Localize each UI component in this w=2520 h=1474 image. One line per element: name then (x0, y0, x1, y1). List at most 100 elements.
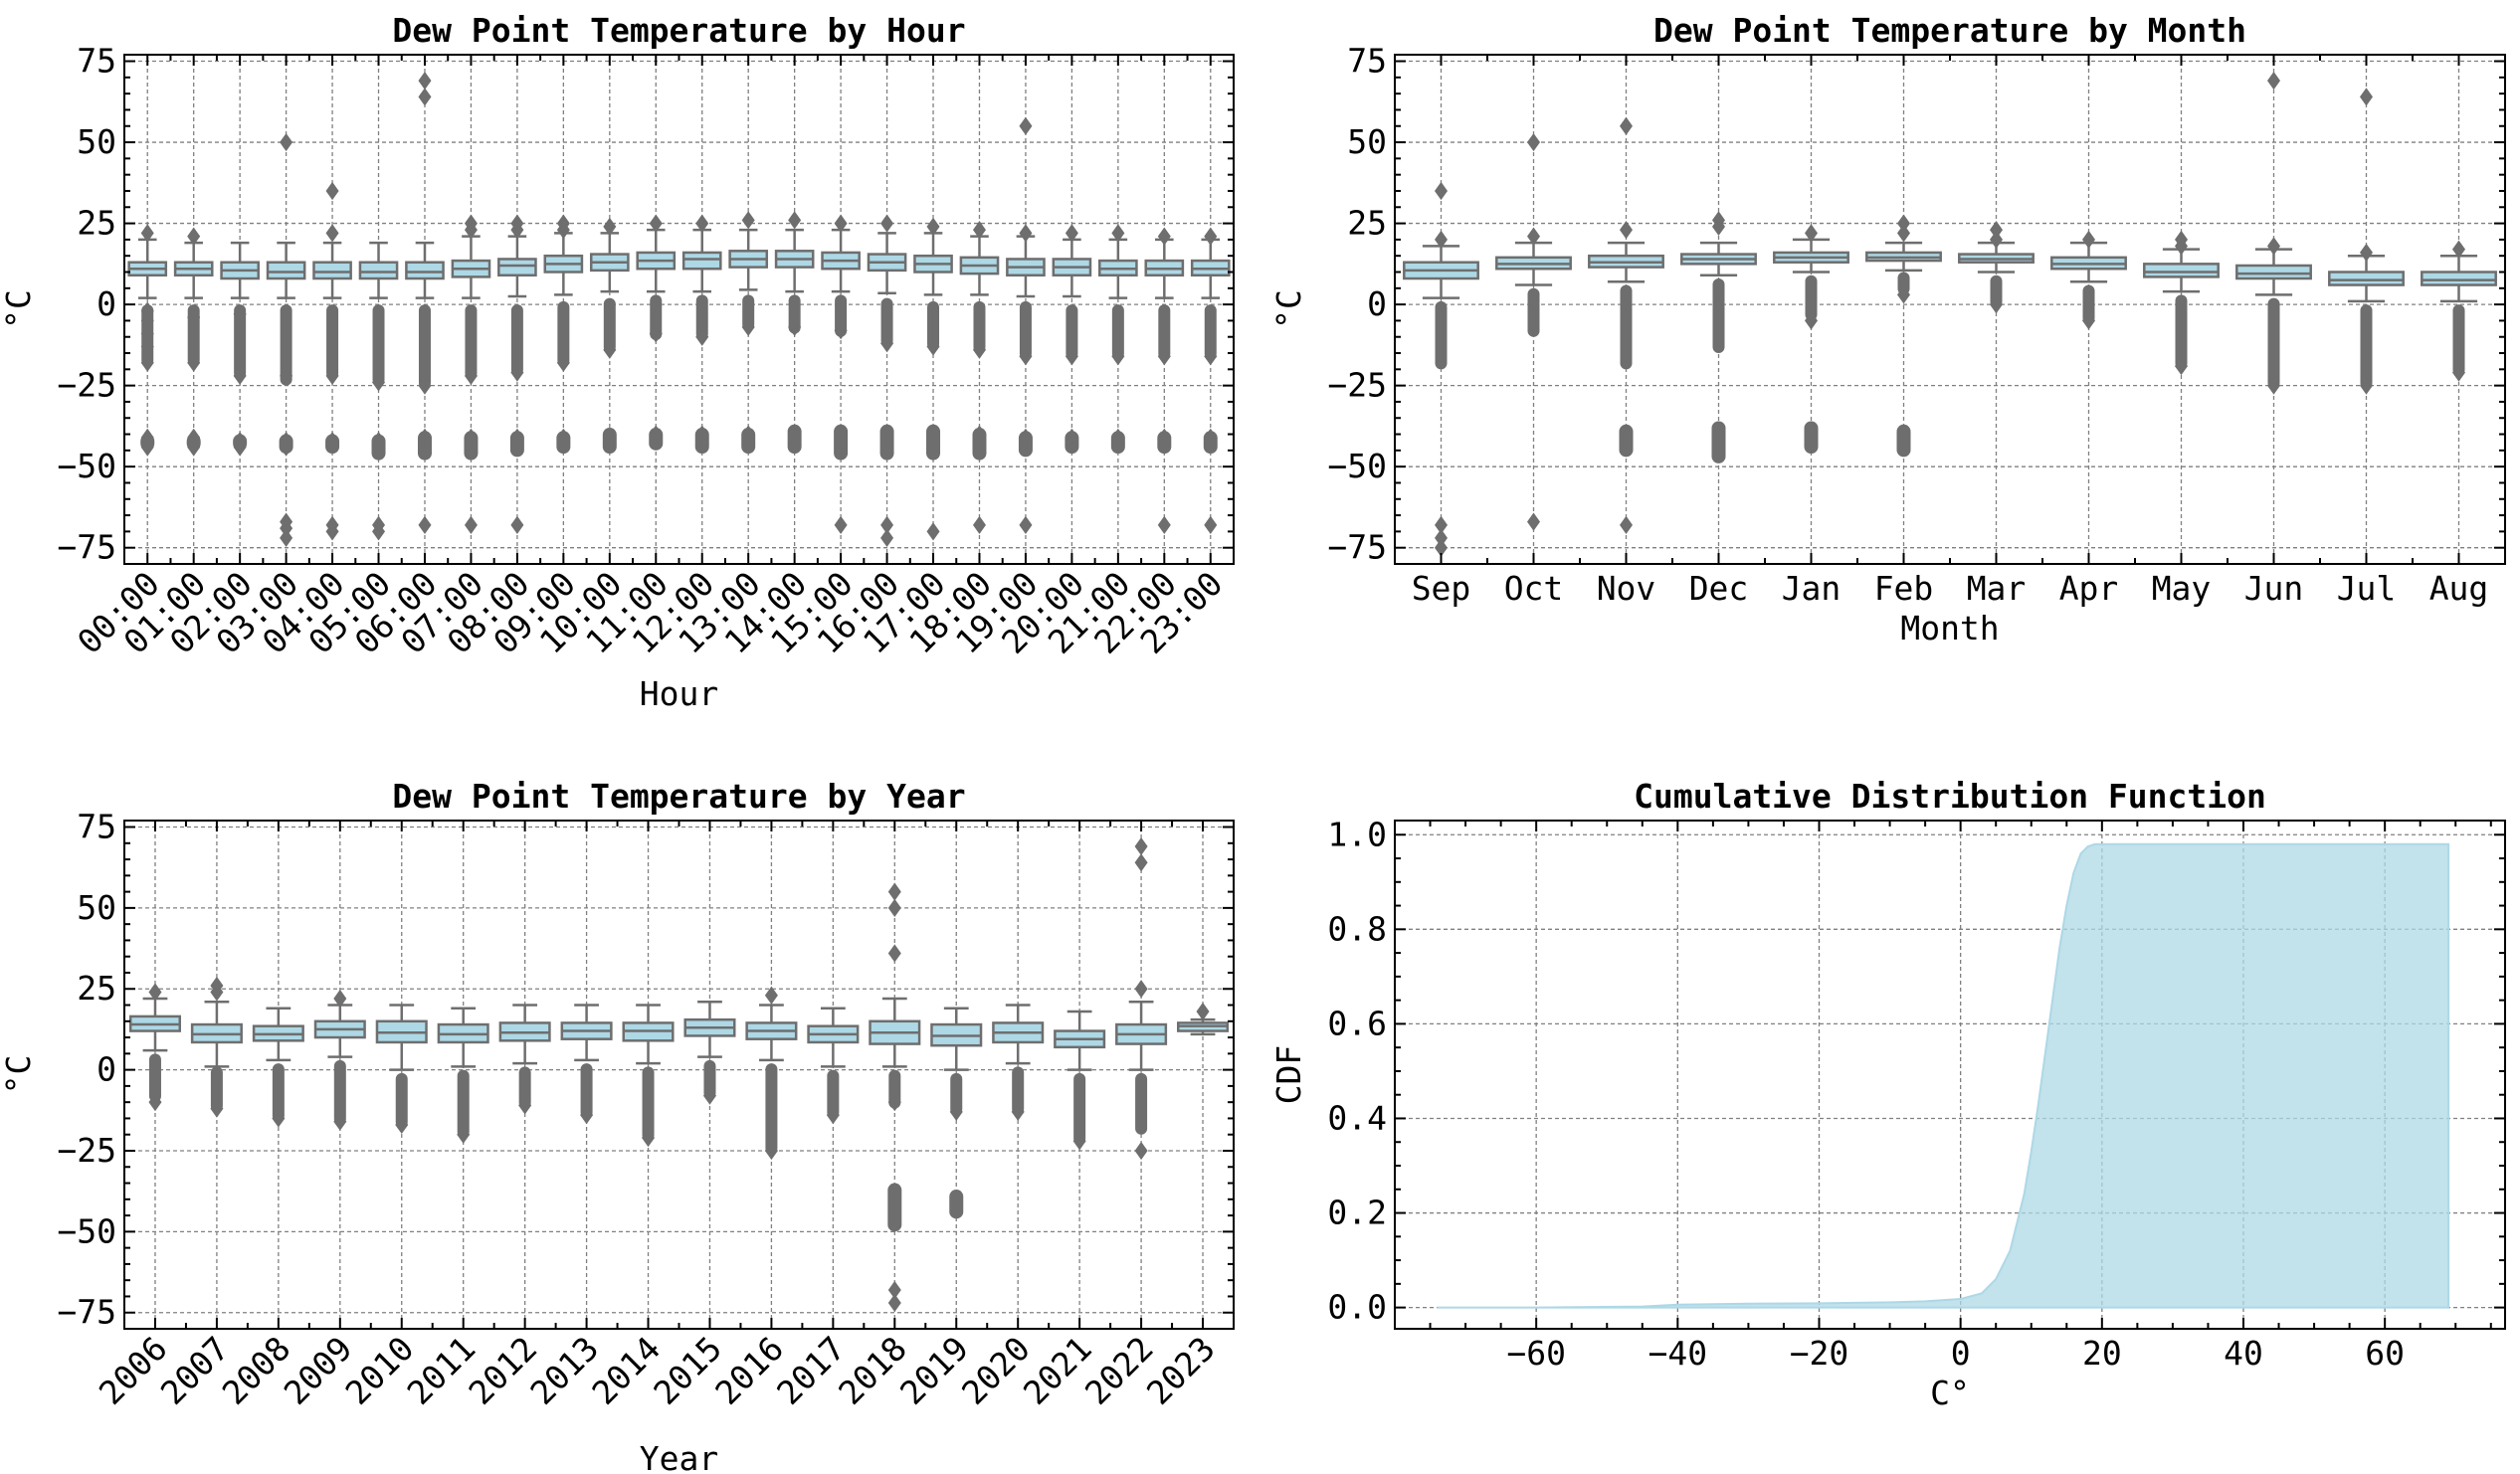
x-tick-label: 2016 (707, 1329, 791, 1412)
flier-cluster (210, 1066, 223, 1112)
flier-point (926, 425, 940, 444)
flier-point (1065, 347, 1078, 366)
flier-cluster (1896, 424, 1911, 458)
flier-point (1072, 1132, 1086, 1151)
box-body (2235, 264, 2312, 280)
flier-point (1111, 224, 1125, 243)
flier-point (2360, 88, 2373, 106)
flier-cluster (887, 1183, 902, 1232)
box-2018 (869, 882, 921, 1313)
flier-cluster (2175, 294, 2188, 370)
x-tick-label: Jul (2337, 569, 2397, 608)
flier-point (280, 438, 293, 457)
flier-point (702, 1086, 716, 1105)
box-08:00 (497, 214, 537, 534)
flier-point (1527, 227, 1540, 246)
flier-point (834, 515, 848, 534)
flier-point (1157, 227, 1171, 246)
chart-year: 75 50 25 0 −25 −50 −75200620072008200920102011… (0, 777, 1235, 1474)
x-tick-label: 2014 (584, 1329, 668, 1412)
flier-cluster (1066, 304, 1078, 360)
flier-point (210, 983, 224, 1002)
flier-point (333, 1112, 347, 1131)
flier-cluster (1805, 275, 1818, 321)
flier-point (233, 366, 247, 385)
box-14:00 (774, 211, 815, 455)
flier-point (1712, 217, 1725, 236)
flier-point (280, 528, 293, 548)
plot-frame (123, 820, 1235, 1330)
flier-cluster (949, 1190, 964, 1219)
flier-point (649, 324, 663, 343)
x-tick-label: −60 (1506, 1334, 1566, 1373)
flier-cluster (1897, 272, 1910, 295)
flier-point (695, 425, 709, 444)
flier-point (1111, 428, 1125, 447)
flier-point (372, 373, 386, 392)
y-axis-label: CDF (1269, 1045, 1308, 1105)
flier-point (510, 515, 524, 534)
x-axis-label: Hour (640, 674, 718, 713)
flier-point (1157, 428, 1171, 447)
x-tick-label: 2018 (831, 1329, 914, 1412)
flier-point (464, 221, 478, 240)
flier-point (233, 304, 247, 323)
flier-point (887, 1293, 901, 1313)
flier-point (972, 425, 986, 444)
box-2010 (375, 1004, 428, 1135)
x-tick-label: Jan (1782, 569, 1842, 608)
box-body (405, 261, 445, 280)
box-Jul (2328, 88, 2405, 395)
flier-point (834, 214, 848, 233)
flier-point (926, 217, 940, 236)
flier-point (1897, 285, 1910, 304)
chart-title: Dew Point Temperature by Month (1653, 11, 2246, 50)
flier-cluster (418, 304, 431, 389)
flier-point (464, 515, 478, 534)
y-tick-label: 0 (1367, 284, 1387, 323)
flier-point (1065, 428, 1078, 447)
flier-cluster (2267, 297, 2280, 389)
flier-cluster (703, 1059, 716, 1099)
flier-point (1196, 1002, 1210, 1021)
flier-point (764, 1141, 778, 1161)
box-Feb (1865, 214, 1942, 458)
y-tick-label: 0.8 (1327, 909, 1387, 948)
flier-point (140, 224, 154, 243)
flier-point (1435, 181, 1448, 201)
y-tick-label: −25 (1327, 366, 1387, 405)
x-axis-label: Month (1900, 609, 1999, 647)
flier-point (280, 132, 293, 152)
flier-point (187, 227, 201, 246)
box-00:00 (127, 224, 168, 457)
box-2007 (190, 976, 243, 1118)
flier-point (788, 317, 802, 337)
box-2019 (930, 1007, 983, 1219)
flier-point (333, 989, 347, 1009)
flier-cluster (465, 304, 478, 380)
flier-point (603, 217, 617, 236)
x-tick-label: 2012 (462, 1329, 545, 1412)
box-2009 (313, 989, 366, 1131)
flier-point (1435, 230, 1448, 249)
flier-point (580, 1106, 594, 1125)
y-tick-label: −75 (1327, 528, 1387, 567)
y-tick-label: 75 (1347, 42, 1387, 81)
x-tick-label: Dec (1689, 569, 1749, 608)
y-tick-label: −75 (57, 528, 116, 567)
flier-point (834, 425, 848, 444)
flier-point (1990, 221, 2003, 240)
flier-point (649, 425, 663, 444)
flier-point (1897, 214, 1910, 233)
box-12:00 (681, 214, 722, 455)
y-tick-label: −25 (57, 366, 116, 405)
chart-cdf: 0.0 0.2 0.4 0.6 0.8 1.0 −60 −40 −20 0 20 40 60 Cumula… (1269, 777, 2506, 1412)
box-15:00 (821, 214, 861, 534)
flier-cluster (1711, 421, 1726, 463)
flier-point (2452, 240, 2465, 259)
x-tick-label: 2010 (338, 1329, 422, 1412)
flier-point (556, 353, 570, 372)
flier-cluster (280, 304, 292, 386)
flier-cluster (765, 1063, 778, 1155)
